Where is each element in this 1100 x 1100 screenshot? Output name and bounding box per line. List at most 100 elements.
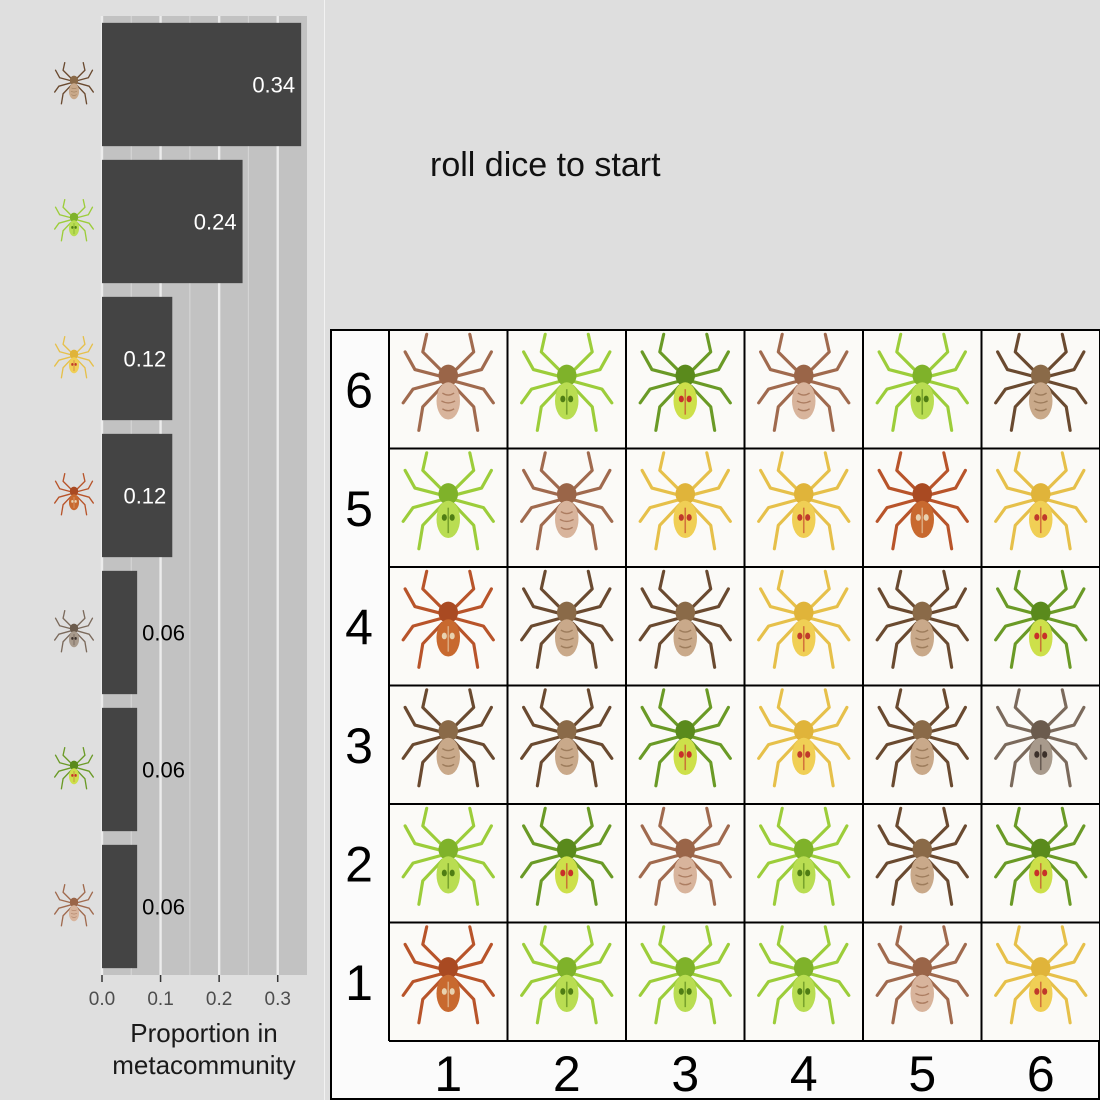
spider-icon-sp4 <box>401 925 495 1025</box>
spider-icon-sp3 <box>757 569 851 669</box>
spider-icon-sp3 <box>757 451 851 551</box>
bar-value-label: 0.12 <box>123 484 166 509</box>
cell-r3-c2[interactable] <box>507 685 627 805</box>
cell-r3-c3[interactable] <box>626 685 745 805</box>
cell-r4-c4[interactable] <box>744 567 864 686</box>
cell-r1-c3[interactable] <box>626 922 745 1042</box>
cell-r6-c2[interactable] <box>507 330 627 449</box>
spider-icon-sp3 <box>638 451 732 551</box>
cell-r2-c1[interactable] <box>389 804 508 923</box>
spider-icon-sp2 <box>401 451 495 551</box>
col-dice-label: 2 <box>553 1046 581 1100</box>
species-icon-sp1 <box>54 61 94 105</box>
cell-r4-c2[interactable] <box>507 567 627 686</box>
cell-r5-c6[interactable] <box>981 448 1100 568</box>
cell-r5-c4[interactable] <box>744 448 864 568</box>
cell-r5-c1[interactable] <box>389 448 508 568</box>
cell-r6-c4[interactable] <box>744 330 864 449</box>
row-dice-label: 1 <box>345 955 373 1011</box>
row-dice-label: 5 <box>345 481 373 537</box>
cell-r4-c5[interactable] <box>863 567 982 686</box>
spider-icon-sp2 <box>757 806 851 906</box>
cell-r2-c4[interactable] <box>744 804 864 923</box>
spider-icon-sp7 <box>520 451 614 551</box>
spider-icon-sp6 <box>638 688 732 788</box>
cell-r1-c2[interactable] <box>507 922 627 1042</box>
species-icon-sp3 <box>54 335 94 379</box>
cell-r3-c6[interactable] <box>981 685 1100 805</box>
row-dice-label: 6 <box>345 362 373 418</box>
cell-r3-c5[interactable] <box>863 685 982 805</box>
row-dice-label: 3 <box>345 718 373 774</box>
dice-grid-board[interactable]: 6 5 4 3 2 1 1 2 3 4 5 6 <box>330 329 1100 1100</box>
cell-r5-c2[interactable] <box>507 448 627 568</box>
cell-r1-c4[interactable] <box>744 922 864 1042</box>
spider-icon-sp2 <box>401 806 495 906</box>
col-dice-label: 6 <box>1027 1046 1055 1100</box>
bar-value-label: 0.06 <box>142 895 185 920</box>
bar-spider-sp7 <box>102 844 138 969</box>
cell-r6-c5[interactable] <box>863 330 982 449</box>
spider-icon-sp6 <box>994 569 1088 669</box>
spider-icon-sp3 <box>994 925 1088 1025</box>
cell-r6-c6[interactable] <box>981 330 1100 449</box>
bar-value-label: 0.34 <box>252 73 295 98</box>
cell-r1-c1[interactable] <box>389 922 508 1042</box>
cell-r6-c1[interactable] <box>389 330 508 449</box>
spider-icon-sp2 <box>875 332 969 432</box>
cell-r5-c5[interactable] <box>863 448 982 568</box>
abundance-chart-panel: 0.34 0.24 0.12 0.12 0.06 0.06 0.06 0.0 0.1 0.2 0.3… <box>0 0 325 1100</box>
cell-r5-c3[interactable] <box>626 448 745 568</box>
spider-icon-sp2 <box>520 925 614 1025</box>
bar-spider-sp1 <box>102 22 302 147</box>
spider-icon-sp1 <box>875 806 969 906</box>
board-svg: 6 5 4 3 2 1 1 2 3 4 5 6 <box>330 329 1100 1100</box>
spider-icon-sp1 <box>875 688 969 788</box>
spider-icon-sp1 <box>994 332 1088 432</box>
cell-r4-c6[interactable] <box>981 567 1100 686</box>
spider-icon-sp7 <box>757 332 851 432</box>
spider-icon-sp6 <box>520 806 614 906</box>
row-dice-label: 2 <box>345 836 373 892</box>
bar-spider-sp5 <box>102 570 138 695</box>
x-tick-label: 0.2 <box>206 989 232 1010</box>
species-icon-sp6 <box>54 746 94 790</box>
cell-r2-c3[interactable] <box>626 804 745 923</box>
spider-icon-sp7 <box>401 332 495 432</box>
cell-r4-c3[interactable] <box>626 567 745 686</box>
bar-value-label: 0.24 <box>194 210 237 235</box>
cell-r3-c4[interactable] <box>744 685 864 805</box>
abundance-bar-chart: 0.34 0.24 0.12 0.12 0.06 0.06 0.06 0.0 0.1 0.2 0.3… <box>54 16 307 1080</box>
species-icon-sp5 <box>54 609 94 653</box>
col-dice-label: 5 <box>908 1046 936 1100</box>
species-icon-sp7 <box>54 883 94 927</box>
spider-icon-sp1 <box>875 569 969 669</box>
cell-r1-c6[interactable] <box>981 922 1100 1042</box>
spider-icon-sp4 <box>401 569 495 669</box>
spider-icon-sp2 <box>638 925 732 1025</box>
x-axis-title: Proportion in <box>130 1018 277 1048</box>
spider-icon-sp3 <box>757 688 851 788</box>
cell-r2-c2[interactable] <box>507 804 627 923</box>
bar-spider-sp6 <box>102 707 138 832</box>
bar-spider-sp4 <box>102 433 173 558</box>
species-icon-sp2 <box>54 198 94 242</box>
x-tick-label: 0.0 <box>89 989 115 1010</box>
cell-r4-c1[interactable] <box>389 567 508 686</box>
col-dice-label: 3 <box>671 1046 699 1100</box>
bar-value-label: 0.06 <box>142 621 185 646</box>
spider-icon-sp3 <box>994 451 1088 551</box>
cell-r6-c3[interactable] <box>626 330 745 449</box>
cell-r3-c1[interactable] <box>389 685 508 805</box>
bar-value-label: 0.12 <box>123 347 166 372</box>
col-dice-label: 4 <box>790 1046 818 1100</box>
spider-icon-sp1 <box>520 569 614 669</box>
cell-r2-c5[interactable] <box>863 804 982 923</box>
spider-icon-sp4 <box>875 451 969 551</box>
col-dice-label: 1 <box>434 1046 462 1100</box>
spider-icon-sp1 <box>638 569 732 669</box>
cell-r2-c6[interactable] <box>981 804 1100 923</box>
bar-value-label: 0.06 <box>142 758 185 783</box>
cell-r1-c5[interactable] <box>863 922 982 1042</box>
spider-icon-sp6 <box>994 806 1088 906</box>
